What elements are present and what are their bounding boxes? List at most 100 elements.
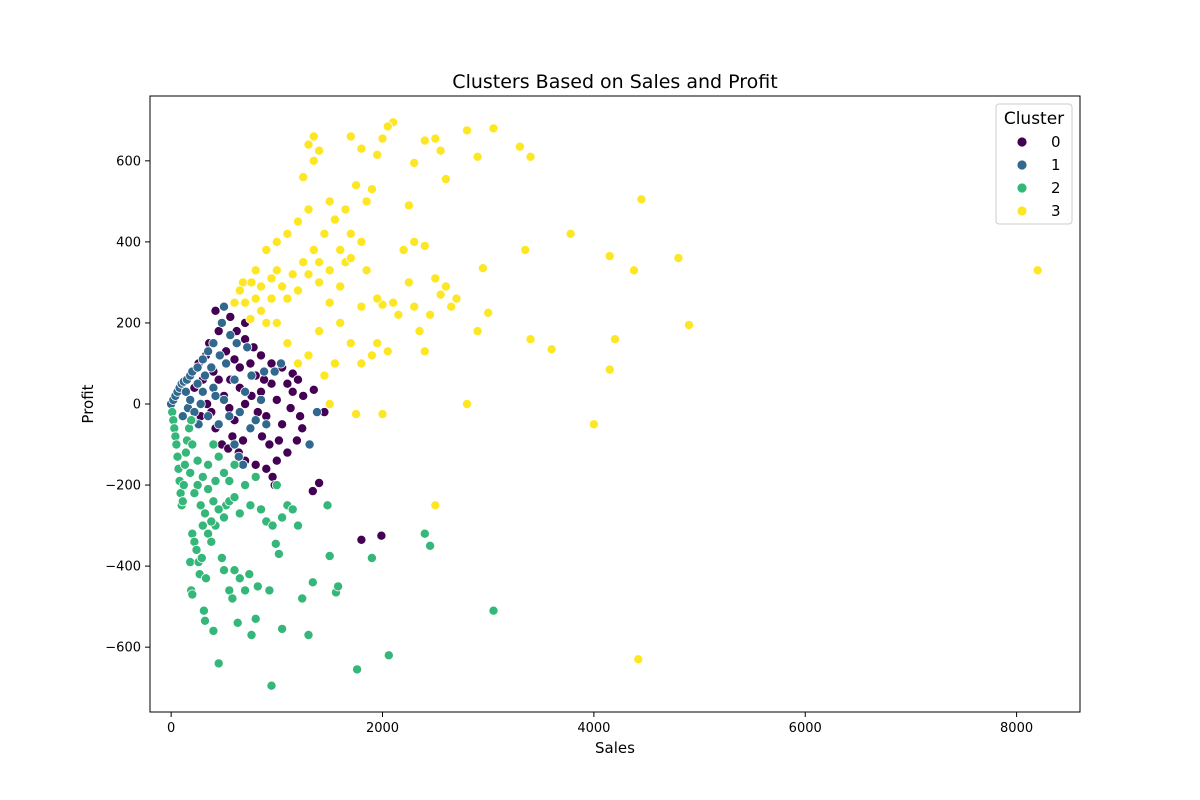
point-cluster-0 xyxy=(210,305,221,316)
point-cluster-0 xyxy=(277,419,288,430)
point-cluster-3 xyxy=(314,326,325,337)
y-axis-label: Profit xyxy=(79,384,97,423)
point-cluster-3 xyxy=(366,350,377,361)
point-cluster-0 xyxy=(225,311,236,322)
y-tick-label: 0 xyxy=(133,398,141,413)
point-cluster-1 xyxy=(245,423,256,434)
y-tick-label: 400 xyxy=(116,235,141,250)
point-cluster-3 xyxy=(430,500,441,511)
point-cluster-2 xyxy=(185,467,196,478)
point-cluster-1 xyxy=(242,342,253,353)
point-cluster-2 xyxy=(210,475,221,486)
point-cluster-3 xyxy=(240,297,251,308)
point-cluster-3 xyxy=(372,149,383,160)
point-cluster-3 xyxy=(329,214,340,225)
point-cluster-3 xyxy=(356,143,367,154)
point-cluster-2 xyxy=(195,500,206,511)
point-cluster-3 xyxy=(308,244,319,255)
point-cluster-2 xyxy=(425,540,436,551)
y-tick-label: 200 xyxy=(116,316,141,331)
point-cluster-2 xyxy=(271,480,282,491)
point-cluster-2 xyxy=(292,520,303,531)
point-cluster-3 xyxy=(477,263,488,274)
point-cluster-2 xyxy=(307,577,318,588)
point-cluster-0 xyxy=(291,435,302,446)
point-cluster-2 xyxy=(189,536,200,547)
point-cluster-1 xyxy=(197,386,208,397)
point-cluster-1 xyxy=(221,358,232,369)
point-cluster-2 xyxy=(192,455,203,466)
point-cluster-2 xyxy=(208,439,219,450)
series-1 xyxy=(166,301,322,470)
point-cluster-3 xyxy=(446,301,457,312)
point-cluster-3 xyxy=(324,398,335,409)
point-cluster-3 xyxy=(403,277,414,288)
point-cluster-3 xyxy=(303,204,314,215)
point-cluster-2 xyxy=(255,504,266,515)
legend-label-3: 3 xyxy=(1051,202,1061,220)
point-cluster-1 xyxy=(208,382,219,393)
point-cluster-3 xyxy=(345,131,356,142)
point-cluster-0 xyxy=(245,358,256,369)
point-cluster-2 xyxy=(180,447,191,458)
point-cluster-1 xyxy=(275,358,286,369)
point-cluster-3 xyxy=(372,293,383,304)
point-cluster-3 xyxy=(414,326,425,337)
point-cluster-2 xyxy=(206,536,217,547)
point-cluster-3 xyxy=(335,317,346,328)
legend-label-1: 1 xyxy=(1051,156,1061,174)
point-cluster-2 xyxy=(234,573,245,584)
point-cluster-3 xyxy=(303,139,314,150)
y-tick-label: −400 xyxy=(105,560,141,575)
point-cluster-3 xyxy=(345,228,356,239)
point-cluster-3 xyxy=(435,145,446,156)
point-cluster-0 xyxy=(308,384,319,395)
point-cluster-2 xyxy=(270,538,281,549)
point-cluster-3 xyxy=(292,358,303,369)
point-cluster-2 xyxy=(227,593,238,604)
point-cluster-3 xyxy=(340,204,351,215)
point-cluster-0 xyxy=(307,486,318,497)
point-cluster-2 xyxy=(229,492,240,503)
legend-box xyxy=(995,103,1073,225)
point-cluster-3 xyxy=(345,253,356,264)
point-cluster-2 xyxy=(218,467,229,478)
point-cluster-3 xyxy=(393,309,404,320)
point-cluster-0 xyxy=(267,471,278,482)
legend-label-2: 2 xyxy=(1051,179,1061,197)
point-cluster-3 xyxy=(419,135,430,146)
point-cluster-3 xyxy=(361,196,372,207)
x-tick-label: 8000 xyxy=(1000,721,1033,736)
point-cluster-3 xyxy=(282,228,293,239)
point-cluster-1 xyxy=(233,451,244,462)
point-cluster-3 xyxy=(382,121,393,132)
point-cluster-3 xyxy=(245,313,256,324)
point-cluster-3 xyxy=(229,297,240,308)
point-cluster-2 xyxy=(287,504,298,515)
point-cluster-3 xyxy=(282,293,293,304)
point-cluster-2 xyxy=(324,551,335,562)
point-cluster-3 xyxy=(472,151,483,162)
point-cluster-1 xyxy=(177,411,188,422)
point-cluster-3 xyxy=(451,293,462,304)
point-cluster-3 xyxy=(409,157,420,168)
point-cluster-3 xyxy=(319,370,330,381)
point-cluster-0 xyxy=(297,423,308,434)
point-cluster-3 xyxy=(419,240,430,251)
point-cluster-2 xyxy=(206,516,217,527)
legend-marker-3 xyxy=(1016,205,1028,217)
point-cluster-1 xyxy=(229,374,240,385)
point-cluster-2 xyxy=(208,496,219,507)
point-cluster-1 xyxy=(224,411,235,422)
point-cluster-3 xyxy=(388,297,399,308)
point-cluster-1 xyxy=(261,419,272,430)
x-tick-label: 6000 xyxy=(789,721,822,736)
point-cluster-1 xyxy=(203,346,214,357)
point-cluster-3 xyxy=(261,244,272,255)
point-cluster-2 xyxy=(264,585,275,596)
point-cluster-2 xyxy=(218,565,229,576)
point-cluster-3 xyxy=(604,364,615,375)
point-cluster-3 xyxy=(610,334,621,345)
point-cluster-2 xyxy=(303,630,314,641)
